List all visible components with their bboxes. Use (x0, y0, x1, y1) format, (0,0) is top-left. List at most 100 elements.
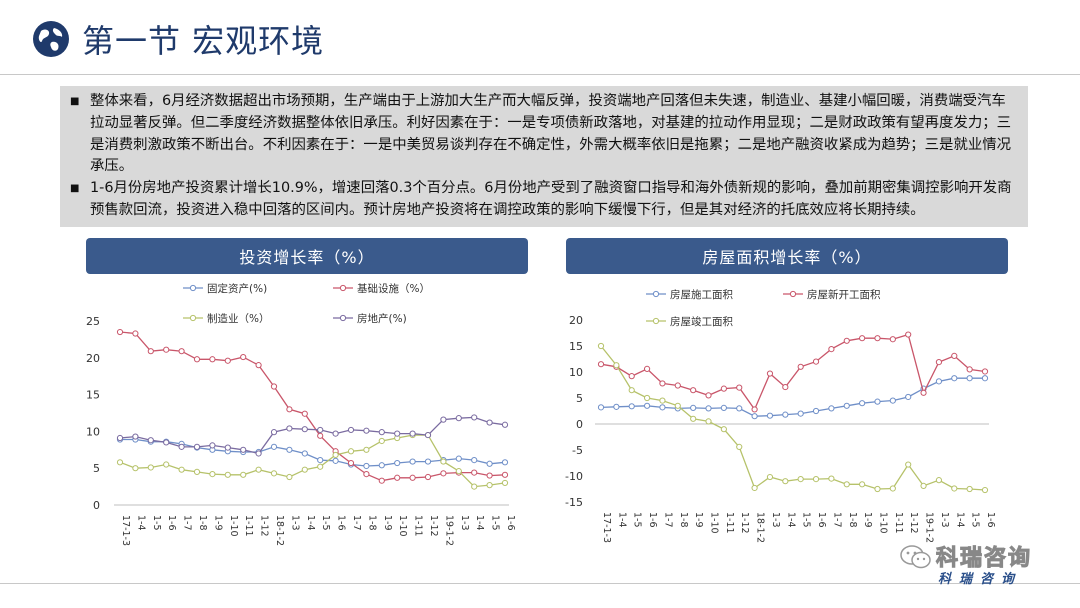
data-point (736, 384, 743, 391)
data-point (378, 462, 385, 469)
data-point (736, 405, 743, 412)
data-point (424, 431, 432, 439)
data-point (705, 418, 712, 425)
x-tick-label: 1-5 (801, 512, 812, 528)
y-tick-label: 15 (86, 389, 100, 402)
x-tick-label: 19-1-2 (924, 512, 935, 543)
data-point (409, 474, 416, 481)
x-tick-label: 1-7 (831, 512, 842, 528)
data-point (317, 426, 324, 434)
data-point (597, 404, 605, 411)
data-point (286, 446, 293, 453)
data-point (301, 466, 308, 473)
legend-marker (789, 290, 797, 298)
legend-label: 房屋新开工面积 (807, 288, 881, 301)
data-point (132, 465, 139, 472)
y-tick-label: -15 (565, 496, 583, 509)
data-point (966, 375, 973, 382)
x-tick-label: 1-11 (893, 512, 904, 534)
data-point (440, 458, 447, 465)
y-tick-label: 10 (569, 366, 583, 379)
data-point (378, 437, 385, 445)
data-point (951, 375, 958, 382)
data-point (240, 353, 247, 361)
summary-bullet-text: 整体来看，6月经济数据超出市场预期，生产端由于上游加大生产而大幅反弹，投资端地产… (90, 93, 1012, 175)
data-point (920, 389, 927, 396)
data-point (874, 485, 881, 493)
wechat-icon (900, 545, 931, 569)
bullet-square-icon: ■ (70, 183, 80, 195)
data-point (628, 403, 635, 410)
data-point (828, 405, 835, 412)
data-point (224, 357, 231, 364)
x-tick-label: 1-3 (770, 512, 781, 528)
data-point (363, 427, 370, 434)
x-tick-label: 17-1-3 (120, 515, 131, 546)
watermark-subtext: 科瑞咨询 (938, 572, 1023, 587)
data-point (471, 483, 478, 490)
summary-bullet-text: 1-6月份房地产投资累计增长10.9%，增速回落0.3个百分点。6月份地产受到了… (90, 180, 1012, 218)
data-point (659, 397, 666, 404)
x-tick-label: 17-1-3 (601, 512, 612, 543)
data-point (471, 414, 478, 421)
data-point (301, 410, 308, 417)
data-point (286, 473, 293, 481)
data-point (301, 450, 308, 457)
legend-label: 房屋竣工面积 (670, 315, 733, 328)
data-point (597, 342, 605, 350)
data-point (409, 458, 416, 465)
data-point (317, 463, 324, 470)
data-point (270, 429, 278, 436)
data-point (486, 460, 493, 467)
data-point (889, 336, 896, 343)
data-point (720, 404, 727, 411)
x-tick-label: 1-12 (428, 515, 439, 537)
data-point (317, 457, 324, 464)
data-point (905, 393, 912, 401)
data-point (116, 459, 124, 466)
x-tick-label: 1-4 (616, 512, 627, 528)
data-point (378, 429, 385, 436)
data-point (690, 404, 697, 411)
x-tick-label: 1-6 (647, 512, 658, 528)
data-point (193, 356, 201, 363)
x-tick-label: 1-4 (785, 512, 796, 528)
data-point (224, 471, 231, 478)
x-tick-label: 1-9 (212, 515, 223, 531)
data-point (116, 434, 124, 442)
data-point (409, 430, 416, 437)
data-point (797, 410, 804, 417)
data-point (643, 365, 651, 372)
data-point (163, 439, 170, 446)
y-tick-label: 10 (86, 425, 100, 438)
legend-label: 房屋施工面积 (670, 288, 733, 301)
data-point (628, 387, 635, 394)
data-point (209, 356, 216, 363)
data-point (797, 476, 804, 483)
legend-marker (652, 317, 660, 325)
data-point (720, 426, 727, 433)
data-point (690, 415, 697, 422)
data-point (240, 446, 247, 453)
data-point (751, 413, 758, 420)
data-point (317, 432, 324, 439)
data-point (209, 442, 216, 449)
data-point (766, 473, 774, 481)
chart-title-housing-area: 房屋面积增长率（%） (566, 238, 1008, 274)
data-point (843, 337, 850, 344)
x-tick-label: 1-5 (320, 515, 331, 531)
data-point (347, 459, 355, 467)
x-tick-label: 1-11 (724, 512, 735, 534)
data-point (981, 368, 989, 375)
data-point (782, 383, 789, 391)
data-point (132, 330, 139, 337)
data-point (628, 373, 635, 380)
data-point (643, 402, 651, 409)
data-point (935, 378, 943, 385)
data-point (363, 446, 370, 453)
data-point (828, 346, 835, 353)
x-tick-label: 1-5 (632, 512, 643, 528)
legend-label: 房地产(%) (357, 312, 407, 325)
data-point (301, 426, 308, 433)
data-point (255, 466, 262, 473)
